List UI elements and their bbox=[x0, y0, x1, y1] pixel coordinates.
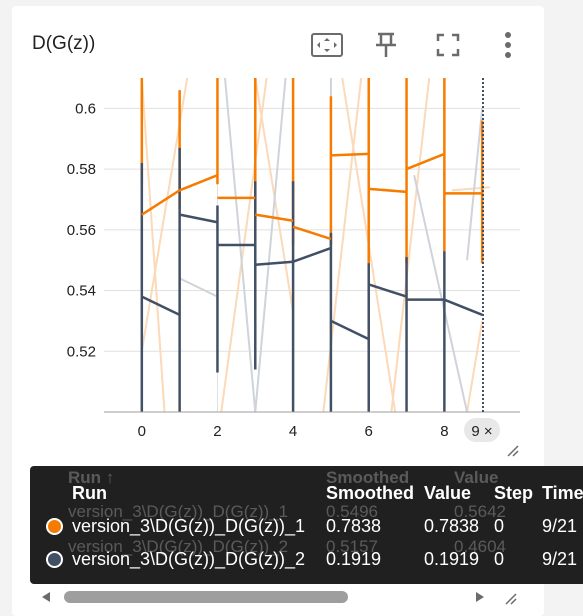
series-2-segment bbox=[141, 295, 181, 316]
series-2-segment bbox=[330, 319, 370, 341]
fit-domain-icon bbox=[311, 33, 343, 57]
tooltip-smoothed-2: 0.1919 bbox=[326, 549, 382, 569]
x-tick-label: 8 bbox=[440, 423, 448, 440]
scroll-right-icon[interactable] bbox=[474, 591, 486, 603]
tooltip-ghost-run-2: version_3\D(G(z))_D(G(z))_2 bbox=[68, 537, 289, 556]
raw-series-segment bbox=[466, 108, 484, 261]
hover-x-badge: 9 × bbox=[464, 418, 500, 442]
series-2-color-dot bbox=[46, 551, 63, 568]
pin-button[interactable] bbox=[369, 28, 403, 62]
series-2-segment bbox=[292, 246, 332, 263]
y-tick-label: 0.6 bbox=[75, 100, 96, 117]
tooltip-ghost-value-1: 0.5642 bbox=[454, 502, 506, 521]
raw-series-segment bbox=[322, 78, 363, 412]
horizontal-scrollbar[interactable] bbox=[32, 590, 502, 604]
tooltip-run-header: Run bbox=[72, 483, 107, 503]
tooltip-smoothed-header: Smoothed bbox=[326, 483, 414, 503]
resize-handle-icon[interactable] bbox=[507, 445, 519, 457]
tooltip-run-2: version_3\D(G(z))_D(G(z))_2 bbox=[72, 549, 306, 569]
tooltip-ghost-run-header: Run ↑ bbox=[68, 468, 115, 487]
tooltip-step-2: 0 bbox=[494, 549, 505, 569]
tooltip-step-header: Step bbox=[494, 483, 534, 503]
y-tick-label: 0.52 bbox=[67, 343, 96, 360]
series-1-color-dot bbox=[46, 518, 63, 535]
raw-series-segment bbox=[466, 320, 484, 412]
tooltip-ghost-smoothed-header: Smoothed bbox=[326, 468, 410, 487]
tooltip-ghost-run-1: version_3\D(G(z))_D(G(z))_1 bbox=[68, 502, 289, 521]
x-tick-label: 2 bbox=[213, 423, 221, 440]
tooltip-value-2: 0.1919 bbox=[424, 549, 480, 569]
tooltip-value-1: 0.7838 bbox=[424, 516, 480, 536]
y-tick-label: 0.58 bbox=[67, 161, 96, 178]
series-2-segment bbox=[443, 298, 483, 316]
more-vert-icon bbox=[505, 32, 511, 58]
tooltip-run-1: version_3\D(G(z))_D(G(z))_1 bbox=[72, 516, 306, 536]
raw-series-segment bbox=[390, 78, 431, 412]
series-1-segment bbox=[292, 225, 332, 241]
series-1-segment bbox=[330, 152, 369, 157]
raw-series-segment bbox=[451, 186, 490, 192]
scrollbar-thumb[interactable] bbox=[64, 591, 348, 603]
table-resize-handle-icon[interactable] bbox=[504, 592, 520, 606]
tooltip-time-2: 9/21 bbox=[542, 549, 578, 569]
series-1-segment bbox=[179, 174, 218, 192]
y-tick-label: 0.56 bbox=[67, 222, 96, 239]
chart-title: D(G(z)) bbox=[32, 33, 96, 54]
series-2-segment bbox=[179, 213, 218, 224]
raw-series-segment bbox=[179, 277, 218, 298]
tooltip-smoothed-1: 0.7838 bbox=[326, 516, 382, 536]
tooltip-ghost-smoothed-1: 0.5496 bbox=[326, 502, 378, 521]
more-options-button[interactable] bbox=[491, 28, 525, 62]
series-1-segment bbox=[141, 189, 181, 216]
series-2-segment bbox=[255, 260, 294, 266]
hover-x-label: 9 × bbox=[471, 423, 492, 440]
fit-domain-button[interactable] bbox=[310, 28, 344, 62]
hover-tooltip: Run ↑ Smoothed Value version_3\D(G(z))_D… bbox=[30, 466, 583, 584]
series-1-segment bbox=[255, 213, 294, 222]
raw-series-segment bbox=[140, 78, 166, 412]
series-1-segment bbox=[406, 152, 445, 171]
series-1-segment bbox=[368, 187, 407, 194]
x-tick-label: 6 bbox=[365, 423, 373, 440]
line-chart[interactable]: 0.52 0.54 0.56 0.58 0.6 0 2 4 6 8 9 × bbox=[0, 0, 583, 460]
fullscreen-button[interactable] bbox=[431, 28, 465, 62]
tooltip-time-1: 9/21 bbox=[542, 516, 578, 536]
tooltip-time-header: Time bbox=[542, 483, 583, 503]
x-tick-label: 4 bbox=[289, 423, 297, 440]
x-tick-label: 0 bbox=[138, 423, 146, 440]
series-2-segment bbox=[368, 283, 407, 298]
raw-series-segment bbox=[413, 174, 469, 412]
y-tick-label: 0.54 bbox=[67, 283, 96, 300]
tooltip-ghost-value-header: Value bbox=[454, 468, 499, 487]
tooltip-value-header: Value bbox=[424, 483, 472, 503]
tooltip-ghost-smoothed-2: 0.5157 bbox=[326, 537, 378, 556]
fullscreen-icon bbox=[436, 33, 460, 57]
pin-icon bbox=[376, 32, 396, 57]
raw-series-segment bbox=[254, 78, 287, 412]
scroll-left-icon[interactable] bbox=[40, 591, 52, 603]
tooltip-step-1: 0 bbox=[494, 516, 505, 536]
tooltip-ghost-value-2: 0.4604 bbox=[454, 537, 506, 556]
